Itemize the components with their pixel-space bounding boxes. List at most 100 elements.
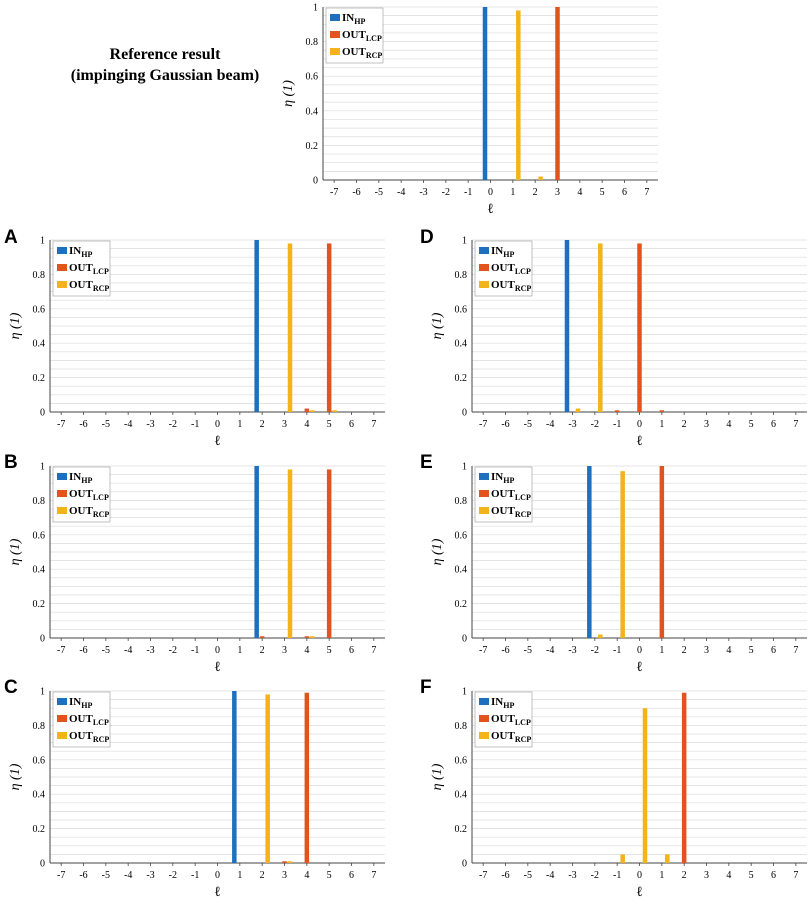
bar-out-lcp <box>304 692 310 863</box>
chart-a: 0 0.2 0.4 0.6 0.8 1 -7 -6 -5 -4 -3 -2 -1 0 1 2 3 4 5 6 7 ℓ η (… <box>8 236 385 449</box>
x-tick-label: -2 <box>591 645 599 656</box>
legend-swatch <box>330 31 340 38</box>
legend-entry: INHP <box>69 696 92 710</box>
y-tick-label: 0.2 <box>306 141 319 152</box>
x-tick-label: -5 <box>524 870 532 881</box>
y-tick-label: 0 <box>40 408 45 419</box>
legend-entry: OUTLCP <box>69 488 109 502</box>
x-tick-label: -3 <box>146 870 154 881</box>
legend-entry: OUTLCP <box>491 713 531 727</box>
x-tick-label: -6 <box>501 419 509 430</box>
x-tick-label: 3 <box>704 645 709 656</box>
x-tick-label: 1 <box>237 870 242 881</box>
panel-label-d: D <box>420 227 434 248</box>
y-tick-label: 0.4 <box>455 790 468 801</box>
y-tick-label: 0.8 <box>306 37 319 48</box>
y-axis-label: η (1) <box>8 763 23 790</box>
bar-out-lcp <box>304 636 310 638</box>
y-axis-label: η (1) <box>8 312 23 339</box>
panel-label-e: E <box>420 452 433 473</box>
bar-out-rcp <box>516 10 521 180</box>
x-tick-label: -1 <box>191 870 199 881</box>
x-tick-label: 7 <box>793 419 798 430</box>
bar-out-rcp <box>598 634 603 638</box>
x-tick-label: 5 <box>327 419 332 430</box>
x-tick-label: 3 <box>704 870 709 881</box>
bar-in-hp <box>232 691 237 863</box>
x-tick-label: -7 <box>479 419 487 430</box>
y-axis-label: η (1) <box>281 80 296 107</box>
x-tick-label: -7 <box>57 870 65 881</box>
bar-out-lcp <box>282 861 287 863</box>
legend-entry: OUTRCP <box>69 730 109 744</box>
legend-swatch <box>57 264 67 271</box>
y-tick-label: 0.4 <box>33 339 46 350</box>
x-tick-label: 3 <box>555 187 560 198</box>
legend-swatch <box>479 507 489 514</box>
legend-swatch <box>479 698 489 705</box>
y-tick-label: 1 <box>462 236 467 247</box>
x-tick-label: -7 <box>57 645 65 656</box>
legend-entry: OUTLCP <box>69 262 109 276</box>
x-tick-label: 0 <box>637 419 642 430</box>
y-tick-label: 0.8 <box>33 270 46 281</box>
x-tick-label: -6 <box>79 645 87 656</box>
y-tick-label: 0.8 <box>455 270 468 281</box>
bar-out-rcp <box>287 861 293 863</box>
bar-in-hp <box>482 7 488 180</box>
x-tick-label: 1 <box>237 645 242 656</box>
legend-swatch <box>479 715 489 722</box>
y-tick-label: 0 <box>462 634 467 645</box>
x-tick-label: 3 <box>282 870 287 881</box>
legend-entry: OUTRCP <box>69 505 109 519</box>
y-axis-label: η (1) <box>430 763 445 790</box>
y-tick-label: 1 <box>462 687 467 698</box>
bar-out-rcp <box>287 243 293 412</box>
x-tick-label: 2 <box>260 419 265 430</box>
y-tick-label: 0.8 <box>455 496 468 507</box>
legend-entry: INHP <box>69 471 92 485</box>
chart-reference: 0 0.2 0.4 0.6 0.8 1 -7 -6 -5 -4 -3 -2 -1 0 1 2 3 4 5 6 7 ℓ η (… <box>281 3 658 217</box>
chart-d: 0 0.2 0.4 0.6 0.8 1 -7 -6 -5 -4 -3 -2 -1 0 1 2 3 4 5 6 7 ℓ η (… <box>430 236 807 449</box>
x-tick-label: -6 <box>501 870 509 881</box>
x-tick-label: 0 <box>637 645 642 656</box>
y-tick-label: 0 <box>313 176 318 187</box>
x-tick-label: 5 <box>749 419 754 430</box>
legend-swatch <box>479 281 489 288</box>
x-tick-label: 6 <box>771 645 776 656</box>
legend-swatch <box>57 715 67 722</box>
bar-out-lcp <box>555 7 560 180</box>
bar-out-rcp <box>287 469 293 638</box>
x-tick-label: 4 <box>726 419 731 430</box>
y-tick-label: 1 <box>462 462 467 473</box>
x-tick-label: 4 <box>304 645 309 656</box>
x-tick-label: -4 <box>546 645 554 656</box>
y-tick-label: 0 <box>40 859 45 870</box>
x-tick-label: -4 <box>124 419 132 430</box>
x-tick-label: 0 <box>215 645 220 656</box>
y-tick-label: 1 <box>40 687 45 698</box>
x-axis-label: ℓ <box>636 885 643 900</box>
x-tick-label: 3 <box>282 645 287 656</box>
bar-out-rcp <box>538 176 543 180</box>
bar-out-rcp <box>642 708 648 863</box>
x-tick-label: 5 <box>327 870 332 881</box>
x-tick-label: 7 <box>793 870 798 881</box>
bar-out-lcp <box>681 692 687 863</box>
x-tick-label: -1 <box>464 187 472 198</box>
bar-in-hp <box>254 240 259 412</box>
y-tick-label: 1 <box>40 462 45 473</box>
legend-entry: INHP <box>491 696 514 710</box>
y-tick-label: 0.6 <box>33 530 46 541</box>
legend-entry: INHP <box>69 245 92 259</box>
legend-entry: OUTLCP <box>342 29 382 43</box>
x-tick-label: 3 <box>282 419 287 430</box>
y-tick-label: 0 <box>462 859 467 870</box>
x-tick-label: -2 <box>591 870 599 881</box>
x-tick-label: 1 <box>659 645 664 656</box>
y-tick-label: 0 <box>40 634 45 645</box>
y-tick-label: 0.2 <box>455 373 468 384</box>
legend-entry: OUTLCP <box>491 488 531 502</box>
x-tick-label: -5 <box>524 419 532 430</box>
x-tick-label: 5 <box>600 187 605 198</box>
